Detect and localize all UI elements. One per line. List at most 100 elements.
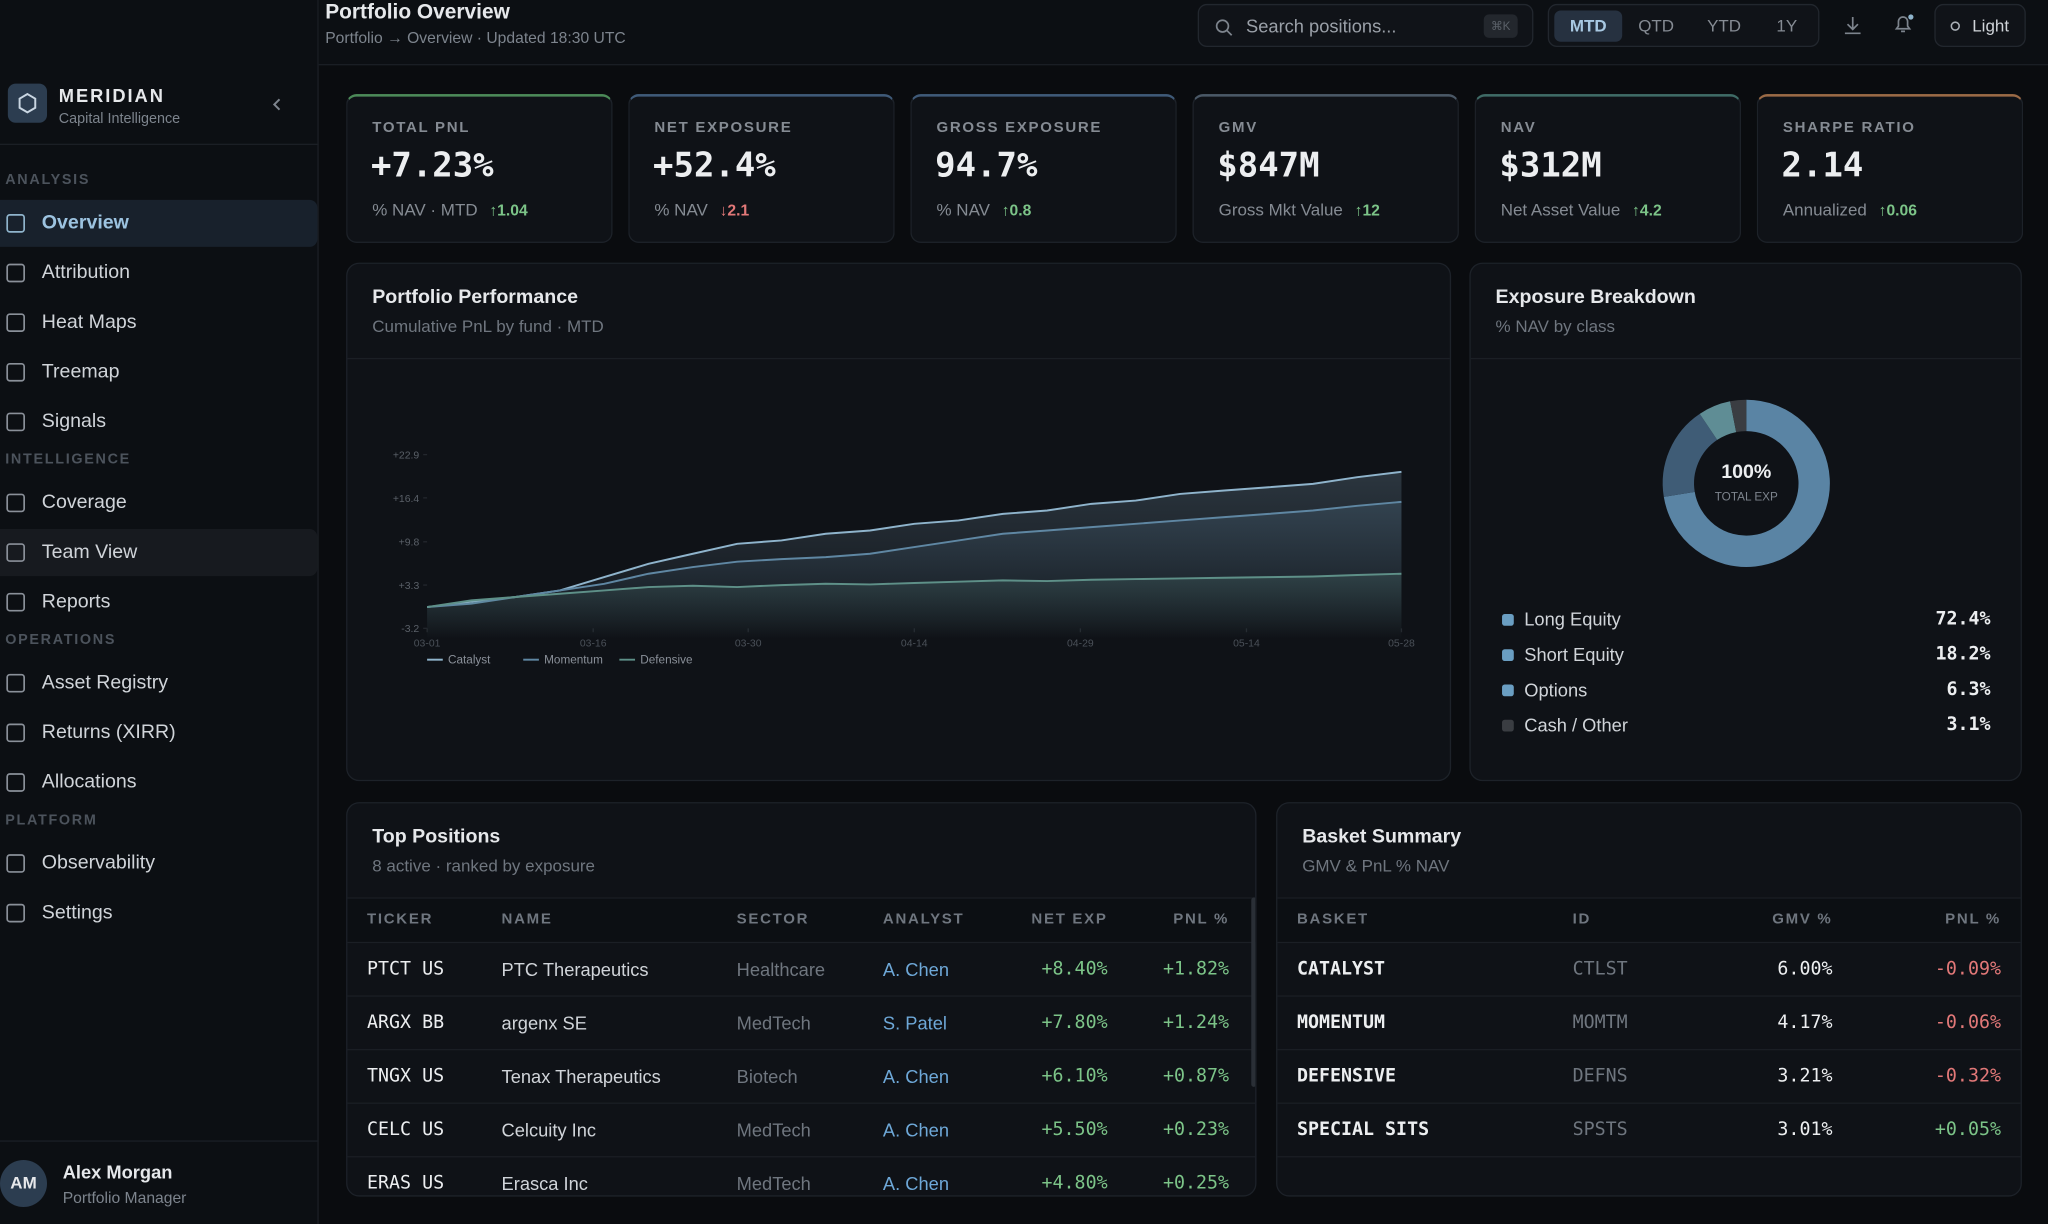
- kpi-label: GROSS EXPOSURE: [936, 120, 1103, 136]
- icon-shape: [6, 493, 26, 513]
- nav-label: Allocations: [41, 770, 137, 793]
- period-button[interactable]: 1Y: [1776, 15, 1798, 36]
- y-tick-label: +9.8: [399, 538, 420, 549]
- kpi-sub: Net Asset Value: [1500, 199, 1621, 220]
- nav-label: Signals: [41, 410, 107, 433]
- kpi-label: NAV: [1500, 120, 1537, 136]
- table-cell: +5.50%: [1041, 1119, 1108, 1141]
- table-cell: +8.40%: [1041, 958, 1108, 980]
- table-cell: 4.17%: [1777, 1012, 1833, 1034]
- nav-item[interactable]: Observability: [0, 840, 317, 887]
- column-header: ID: [1572, 911, 1591, 928]
- column-header: PNL %: [1173, 911, 1230, 928]
- period-button[interactable]: YTD: [1707, 15, 1742, 36]
- legend-value: 3.1%: [1946, 714, 1991, 736]
- nav-item[interactable]: Asset Registry: [0, 660, 317, 707]
- kpi-label: TOTAL PNL: [372, 120, 471, 136]
- period-group: MTD QTD YTD 1Y: [1547, 3, 1820, 48]
- nav-item[interactable]: Overview: [0, 199, 318, 247]
- notifications-button[interactable]: [1893, 13, 1915, 35]
- kpi-delta: ↑4.2: [1632, 201, 1662, 220]
- legend-value: 72.4%: [1935, 608, 1991, 630]
- table-cell: CTLST: [1572, 958, 1628, 980]
- legend-value: 18.2%: [1935, 644, 1991, 665]
- kpi-delta: ↓2.1: [719, 201, 750, 220]
- nav-label: Heat Maps: [41, 310, 137, 334]
- theme-button[interactable]: Light: [1934, 3, 2026, 48]
- panel-divider: [1277, 897, 2021, 899]
- donut-segment: [1730, 399, 1747, 433]
- nav-label: Attribution: [41, 261, 131, 284]
- panel-divider: [1470, 357, 2021, 360]
- table-cell: Biotech: [736, 1065, 798, 1087]
- page-title: Portfolio Overview: [325, 1, 510, 24]
- nav-item[interactable]: Coverage: [0, 479, 317, 526]
- nav-item[interactable]: Returns (XIRR): [0, 709, 317, 756]
- table-cell: -0.06%: [1934, 1012, 2001, 1034]
- table-row[interactable]: [347, 943, 1256, 997]
- icon-shape: [6, 673, 26, 693]
- kpi-sub-row: % NAV ↑0.8: [936, 200, 1031, 220]
- panel-title: Portfolio Performance: [372, 286, 578, 309]
- icon-shape: [6, 723, 26, 743]
- period-button[interactable]: QTD: [1638, 15, 1675, 36]
- panel-title: Top Positions: [372, 825, 501, 848]
- table-row[interactable]: [1277, 1104, 2021, 1158]
- nav-icon: [6, 214, 26, 233]
- nav-icon: [6, 723, 26, 743]
- kpi-value: +7.23%: [370, 146, 494, 186]
- kpi-sub: % NAV: [654, 199, 708, 220]
- nav-item[interactable]: Allocations: [0, 759, 317, 806]
- table-row[interactable]: [347, 997, 1256, 1051]
- handle: [1226, 30, 1233, 36]
- nav-item[interactable]: Treemap: [0, 349, 317, 396]
- table-cell: +7.80%: [1041, 1012, 1108, 1034]
- nav-icon: [6, 903, 26, 923]
- donut-segment: [1662, 413, 1718, 497]
- series-line: [427, 500, 1402, 609]
- badge: [1908, 14, 1914, 20]
- nav-item[interactable]: Signals: [0, 398, 317, 445]
- positions-panel: Top Positions 8 active · ranked by exposu…: [346, 802, 1257, 1197]
- nav-item[interactable]: Settings: [0, 890, 317, 937]
- nav-label: Returns (XIRR): [41, 721, 176, 744]
- collapse-button[interactable]: [269, 97, 285, 113]
- nav-label: Asset Registry: [41, 671, 169, 694]
- nav-item[interactable]: Heat Maps: [0, 299, 317, 346]
- table-cell: MOMENTUM: [1296, 1012, 1386, 1034]
- table-row[interactable]: [1277, 943, 2021, 997]
- search-box[interactable]: Search positions... ⌘K: [1197, 3, 1534, 48]
- table-row[interactable]: [1277, 1050, 2021, 1104]
- table-header-bg: [1277, 898, 2021, 944]
- table-row[interactable]: [347, 1050, 1256, 1104]
- kpi-sub: Annualized: [1782, 199, 1867, 220]
- user-name: Alex Morgan: [62, 1161, 173, 1183]
- search-placeholder: Search positions...: [1246, 15, 1397, 37]
- icon-shape: [6, 543, 26, 562]
- legend-label: Cash / Other: [1524, 714, 1628, 736]
- download-button[interactable]: [1843, 16, 1863, 36]
- section-label: INTELLIGENCE: [5, 451, 131, 468]
- table-cell: +0.87%: [1162, 1065, 1230, 1087]
- kpi-sub-row: % NAV · MTD ↑1.04: [372, 200, 527, 220]
- nav-item[interactable]: Team View: [0, 529, 318, 577]
- icon-shape: [6, 903, 26, 923]
- legend-swatch: [1502, 684, 1514, 697]
- icon-shape: [6, 313, 26, 332]
- kpi-delta: ↑1.04: [489, 201, 528, 220]
- nav-label: Coverage: [41, 491, 127, 514]
- table-cell: Healthcare: [736, 958, 826, 980]
- table-row[interactable]: [347, 1104, 1256, 1158]
- table-row[interactable]: [1277, 997, 2021, 1051]
- table-cell: SPSTS: [1572, 1119, 1628, 1141]
- shortcut: ⌘K: [1483, 14, 1518, 38]
- icon-shape: [6, 854, 26, 873]
- section-label: ANALYSIS: [5, 172, 91, 189]
- table-cell: A. Chen: [882, 958, 950, 980]
- period-button[interactable]: MTD: [1554, 10, 1623, 42]
- table-cell: MedTech: [736, 1173, 811, 1194]
- nav-item[interactable]: Reports: [0, 579, 317, 626]
- nav-item[interactable]: Attribution: [0, 250, 317, 297]
- table-cell: PTC Therapeutics: [501, 958, 649, 980]
- nav-icon: [6, 412, 26, 432]
